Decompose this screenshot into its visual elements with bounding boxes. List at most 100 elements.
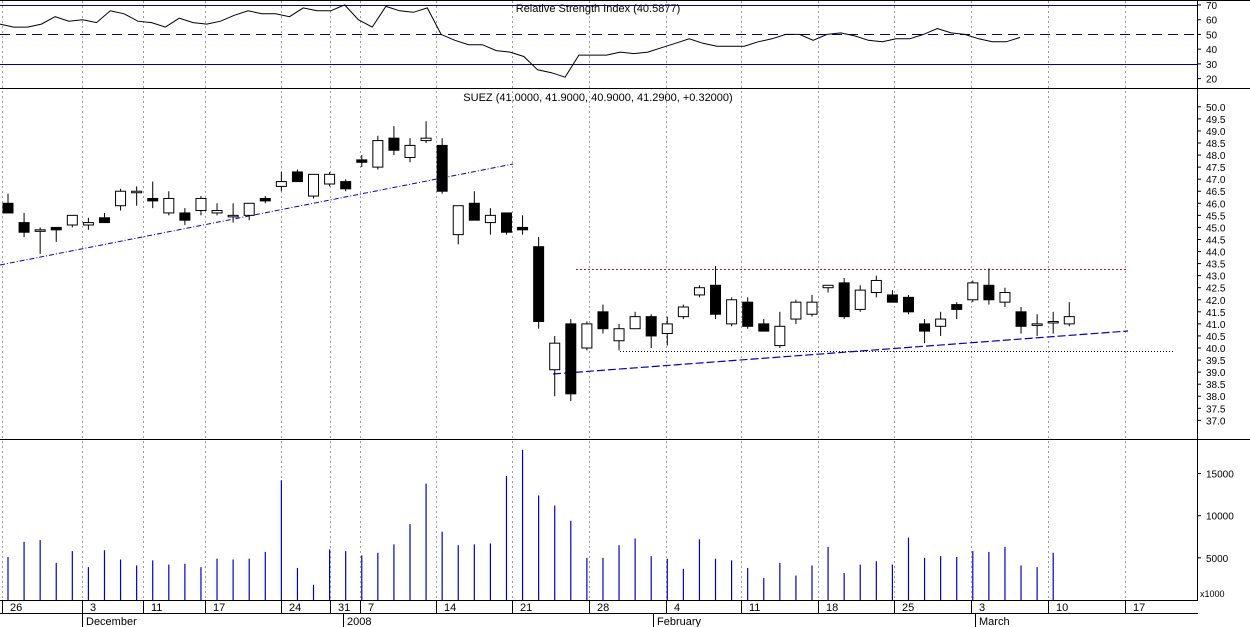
day-tick-label: 11 — [749, 602, 760, 614]
candle-body-up — [806, 301, 818, 315]
price-tick-label: 46.0 — [1206, 199, 1226, 210]
price-tick-label: 47.5 — [1206, 163, 1226, 174]
candle-body-up — [211, 210, 223, 214]
candle-body-up — [131, 190, 143, 194]
candle — [388, 126, 400, 156]
candle-body-up — [774, 325, 786, 347]
candle — [163, 191, 175, 216]
candle-body-down — [179, 212, 191, 221]
candle-body-down — [50, 226, 62, 231]
candle — [18, 212, 30, 238]
day-tick-label: 17 — [213, 602, 225, 614]
candle-body-down — [388, 137, 400, 151]
candle-body-up — [404, 144, 416, 158]
price-tick-label: 49.0 — [1206, 127, 1226, 138]
candle-body-down — [838, 282, 850, 318]
candle — [500, 212, 512, 235]
candle-body-down — [2, 202, 14, 214]
rsi-tick-label: 60 — [1206, 16, 1218, 27]
candle-body-up — [549, 342, 561, 371]
price-tick-label: 42.0 — [1206, 296, 1226, 307]
candle — [404, 138, 416, 163]
candle — [291, 169, 303, 183]
candle-body-up — [935, 318, 947, 327]
candle-body-down — [951, 304, 963, 310]
candle-body-down — [533, 246, 545, 322]
day-tick-label: 4 — [674, 602, 680, 614]
candle — [902, 294, 914, 315]
candle-body-down — [919, 323, 931, 332]
panel-frames — [0, 0, 1250, 601]
price-tick-label: 39.5 — [1206, 356, 1226, 367]
candle — [726, 297, 738, 327]
candle — [999, 287, 1011, 307]
day-tick-label: 17 — [1133, 602, 1145, 614]
candle — [1047, 311, 1059, 334]
candle — [34, 227, 46, 254]
day-tick-label: 21 — [520, 602, 532, 614]
candle-body-down — [758, 323, 770, 332]
candle — [66, 214, 78, 228]
candle-body-up — [967, 282, 979, 301]
candle — [98, 212, 110, 224]
day-tick-label: 7 — [368, 602, 374, 614]
candle — [179, 208, 191, 225]
candle-body-up — [227, 214, 239, 218]
candle-body-down — [710, 284, 722, 315]
candle-body-up — [999, 292, 1011, 303]
candle-body-up — [1063, 316, 1075, 325]
candle — [420, 121, 432, 143]
price-tick-label: 48.5 — [1206, 139, 1226, 150]
candle — [597, 304, 609, 334]
candle-body-up — [661, 323, 673, 335]
candle-body-up — [34, 229, 46, 232]
price-tick-label: 46.5 — [1206, 187, 1226, 198]
candle — [806, 294, 818, 317]
day-tick-label: 24 — [289, 602, 301, 614]
candle — [1015, 307, 1027, 334]
price-tick-label: 44.5 — [1206, 235, 1226, 246]
candle-body-up — [677, 306, 689, 318]
candle — [2, 193, 14, 214]
price-tick-label: 41.5 — [1206, 308, 1226, 319]
candle — [436, 138, 448, 194]
candle — [308, 173, 320, 199]
price-tick-label: 37.5 — [1206, 404, 1226, 415]
candle — [452, 205, 464, 245]
rsi-tick-label: 20 — [1206, 75, 1218, 86]
volume-bars — [7, 449, 1054, 600]
day-tick-label: 3 — [90, 602, 96, 614]
day-tick-label: 11 — [151, 602, 162, 614]
candle-body-up — [870, 279, 882, 294]
price-panel: SUEZ (41.0000, 41.9000, 40.9000, 41.2900… — [0, 92, 1226, 427]
candle — [613, 323, 625, 351]
trend-annotations — [0, 163, 1175, 375]
candle — [356, 155, 368, 168]
day-tick-label: 14 — [444, 602, 456, 614]
candle-body-up — [613, 328, 625, 342]
price-tick-label: 37.0 — [1206, 416, 1226, 427]
candle-body-up — [790, 301, 802, 320]
candle-body-up — [372, 140, 384, 168]
candle-body-down — [500, 212, 512, 233]
price-tick-label: 43.0 — [1206, 272, 1226, 283]
candle — [774, 311, 786, 348]
candle-body-up — [115, 190, 127, 207]
rsi-y-axis: 70 60 50 40 30 20 — [1197, 1, 1218, 86]
volume-tick-label: 15000 — [1206, 470, 1234, 481]
price-tick-label: 47.0 — [1206, 175, 1226, 186]
candle — [758, 319, 770, 332]
candle-body-up — [163, 197, 175, 214]
candlesticks — [2, 121, 1075, 402]
candle — [983, 268, 995, 305]
candle-body-up — [420, 137, 432, 142]
rising-support-line — [552, 330, 1129, 375]
candle-body-up — [308, 173, 320, 197]
volume-panel: 15000 10000 5000 x1000 — [7, 449, 1234, 600]
candle-body-up — [452, 205, 464, 236]
rsi-tick-label: 30 — [1206, 60, 1218, 71]
month-label: March — [979, 616, 1010, 627]
candle-body-up — [1031, 323, 1043, 326]
candle-body-up — [581, 323, 593, 349]
